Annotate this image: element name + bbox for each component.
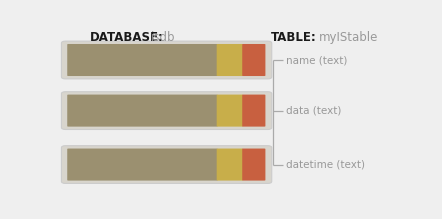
Text: DATABASE:: DATABASE: (89, 31, 164, 44)
Text: TABLE:: TABLE: (271, 31, 317, 44)
FancyBboxPatch shape (67, 44, 218, 76)
Text: data (text): data (text) (286, 106, 342, 116)
FancyBboxPatch shape (242, 44, 265, 76)
Text: name (text): name (text) (286, 55, 348, 65)
FancyBboxPatch shape (217, 44, 243, 76)
FancyBboxPatch shape (217, 95, 243, 127)
FancyBboxPatch shape (61, 146, 272, 184)
FancyBboxPatch shape (242, 148, 265, 181)
Text: isdb: isdb (151, 31, 175, 44)
FancyBboxPatch shape (61, 92, 272, 129)
Text: datetime (text): datetime (text) (286, 160, 366, 170)
FancyBboxPatch shape (67, 148, 218, 181)
FancyBboxPatch shape (217, 148, 243, 181)
Text: myIStable: myIStable (319, 31, 378, 44)
FancyBboxPatch shape (242, 95, 265, 127)
FancyBboxPatch shape (67, 95, 218, 127)
FancyBboxPatch shape (61, 41, 272, 79)
